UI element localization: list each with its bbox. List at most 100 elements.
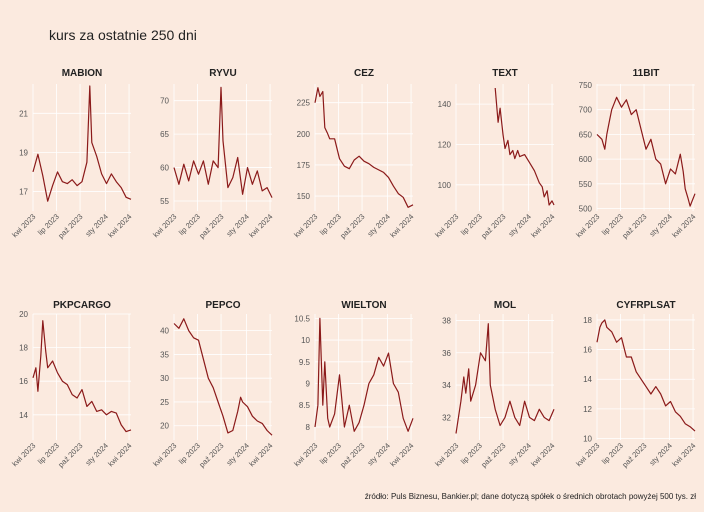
panel-title: TEXT [492,68,518,79]
y-tick-label: 650 [579,130,593,139]
panel-title: PEPCO [205,300,240,311]
x-tick-label: paź 2023 [197,212,225,240]
x-tick-label: kwi 2023 [292,441,319,468]
y-tick-label: 19 [19,148,28,157]
y-tick-label: 16 [583,346,592,355]
panel-title: WIELTON [341,300,386,311]
y-tick-label: 175 [297,161,311,170]
panel-title: MABION [62,68,103,79]
y-tick-label: 225 [297,99,311,108]
y-tick-label: 600 [579,155,593,164]
y-tick-label: 700 [579,106,593,115]
y-tick-label: 60 [160,164,169,173]
y-tick-label: 750 [579,81,593,90]
x-tick-label: sty 2024 [648,212,674,238]
x-tick-label: paź 2023 [620,441,648,469]
series-line [494,87,555,206]
x-tick-label: kwi 2023 [151,212,178,239]
page-title: kurs za ostatnie 250 dni [49,27,197,43]
x-tick-label: sty 2024 [507,441,533,467]
x-tick-label: paź 2023 [56,441,84,469]
y-tick-label: 150 [297,192,311,201]
panel-title: CYFRPLSAT [616,300,675,311]
y-tick-label: 500 [579,205,593,214]
x-tick-label: kwi 2024 [247,441,274,468]
x-tick-label: kwi 2024 [529,212,556,239]
panel-title: MOL [494,300,516,311]
y-tick-label: 32 [442,413,451,422]
series-line [173,318,273,436]
y-tick-label: 9.5 [299,358,311,367]
x-tick-label: paź 2023 [197,441,225,469]
y-tick-label: 10 [301,336,310,345]
x-tick-label: kwi 2024 [670,441,697,468]
y-tick-label: 17 [19,187,28,196]
source-caption: źródło: Puls Biznesu, Bankier.pl; dane d… [364,492,696,501]
y-tick-label: 20 [160,422,169,431]
x-tick-label: paź 2023 [338,212,366,240]
y-tick-label: 70 [160,97,169,106]
x-tick-label: kwi 2024 [247,212,274,239]
series-line [596,319,696,432]
x-tick-label: kwi 2023 [433,441,460,468]
x-tick-label: paź 2023 [479,441,507,469]
y-tick-label: 35 [160,350,169,359]
y-tick-label: 36 [442,349,451,358]
x-tick-label: sty 2024 [507,212,533,238]
series-line [173,86,273,198]
y-tick-label: 16 [19,377,28,386]
x-tick-label: paź 2023 [620,212,648,240]
series-line [32,320,132,433]
series-line [32,85,132,202]
y-tick-label: 38 [442,316,451,325]
x-tick-label: kwi 2024 [529,441,556,468]
y-tick-label: 550 [579,180,593,189]
y-tick-label: 8 [306,423,311,432]
series-line [314,87,414,208]
y-tick-label: 18 [19,344,28,353]
x-tick-label: kwi 2024 [388,212,415,239]
x-tick-label: kwi 2024 [670,212,697,239]
y-tick-label: 140 [438,100,452,109]
y-tick-label: 25 [160,398,169,407]
y-tick-label: 30 [160,374,169,383]
x-tick-label: kwi 2023 [10,212,37,239]
y-tick-label: 34 [442,381,451,390]
panel-title: CEZ [354,68,374,79]
series-line [455,323,555,434]
y-tick-label: 14 [583,375,592,384]
x-tick-label: kwi 2023 [292,212,319,239]
y-tick-label: 200 [297,130,311,139]
series-line [596,96,696,207]
x-tick-label: kwi 2023 [151,441,178,468]
x-tick-label: sty 2024 [366,212,392,238]
panel-title: PKPCARGO [53,300,111,311]
x-tick-label: paź 2023 [56,212,84,240]
x-tick-label: kwi 2024 [106,441,133,468]
y-tick-label: 9 [306,380,311,389]
x-tick-label: paź 2023 [338,441,366,469]
y-tick-label: 100 [438,181,452,190]
y-tick-label: 18 [583,316,592,325]
y-tick-label: 20 [19,310,28,319]
x-tick-label: kwi 2023 [433,212,460,239]
x-tick-label: sty 2024 [366,441,392,467]
y-tick-label: 120 [438,140,452,149]
y-tick-label: 65 [160,130,169,139]
x-tick-label: sty 2024 [648,441,674,467]
x-tick-label: paź 2023 [479,212,507,240]
panel-title: 11BIT [633,68,660,79]
y-tick-label: 10.5 [294,314,310,323]
y-tick-label: 10 [583,435,592,444]
x-tick-label: kwi 2023 [574,441,601,468]
